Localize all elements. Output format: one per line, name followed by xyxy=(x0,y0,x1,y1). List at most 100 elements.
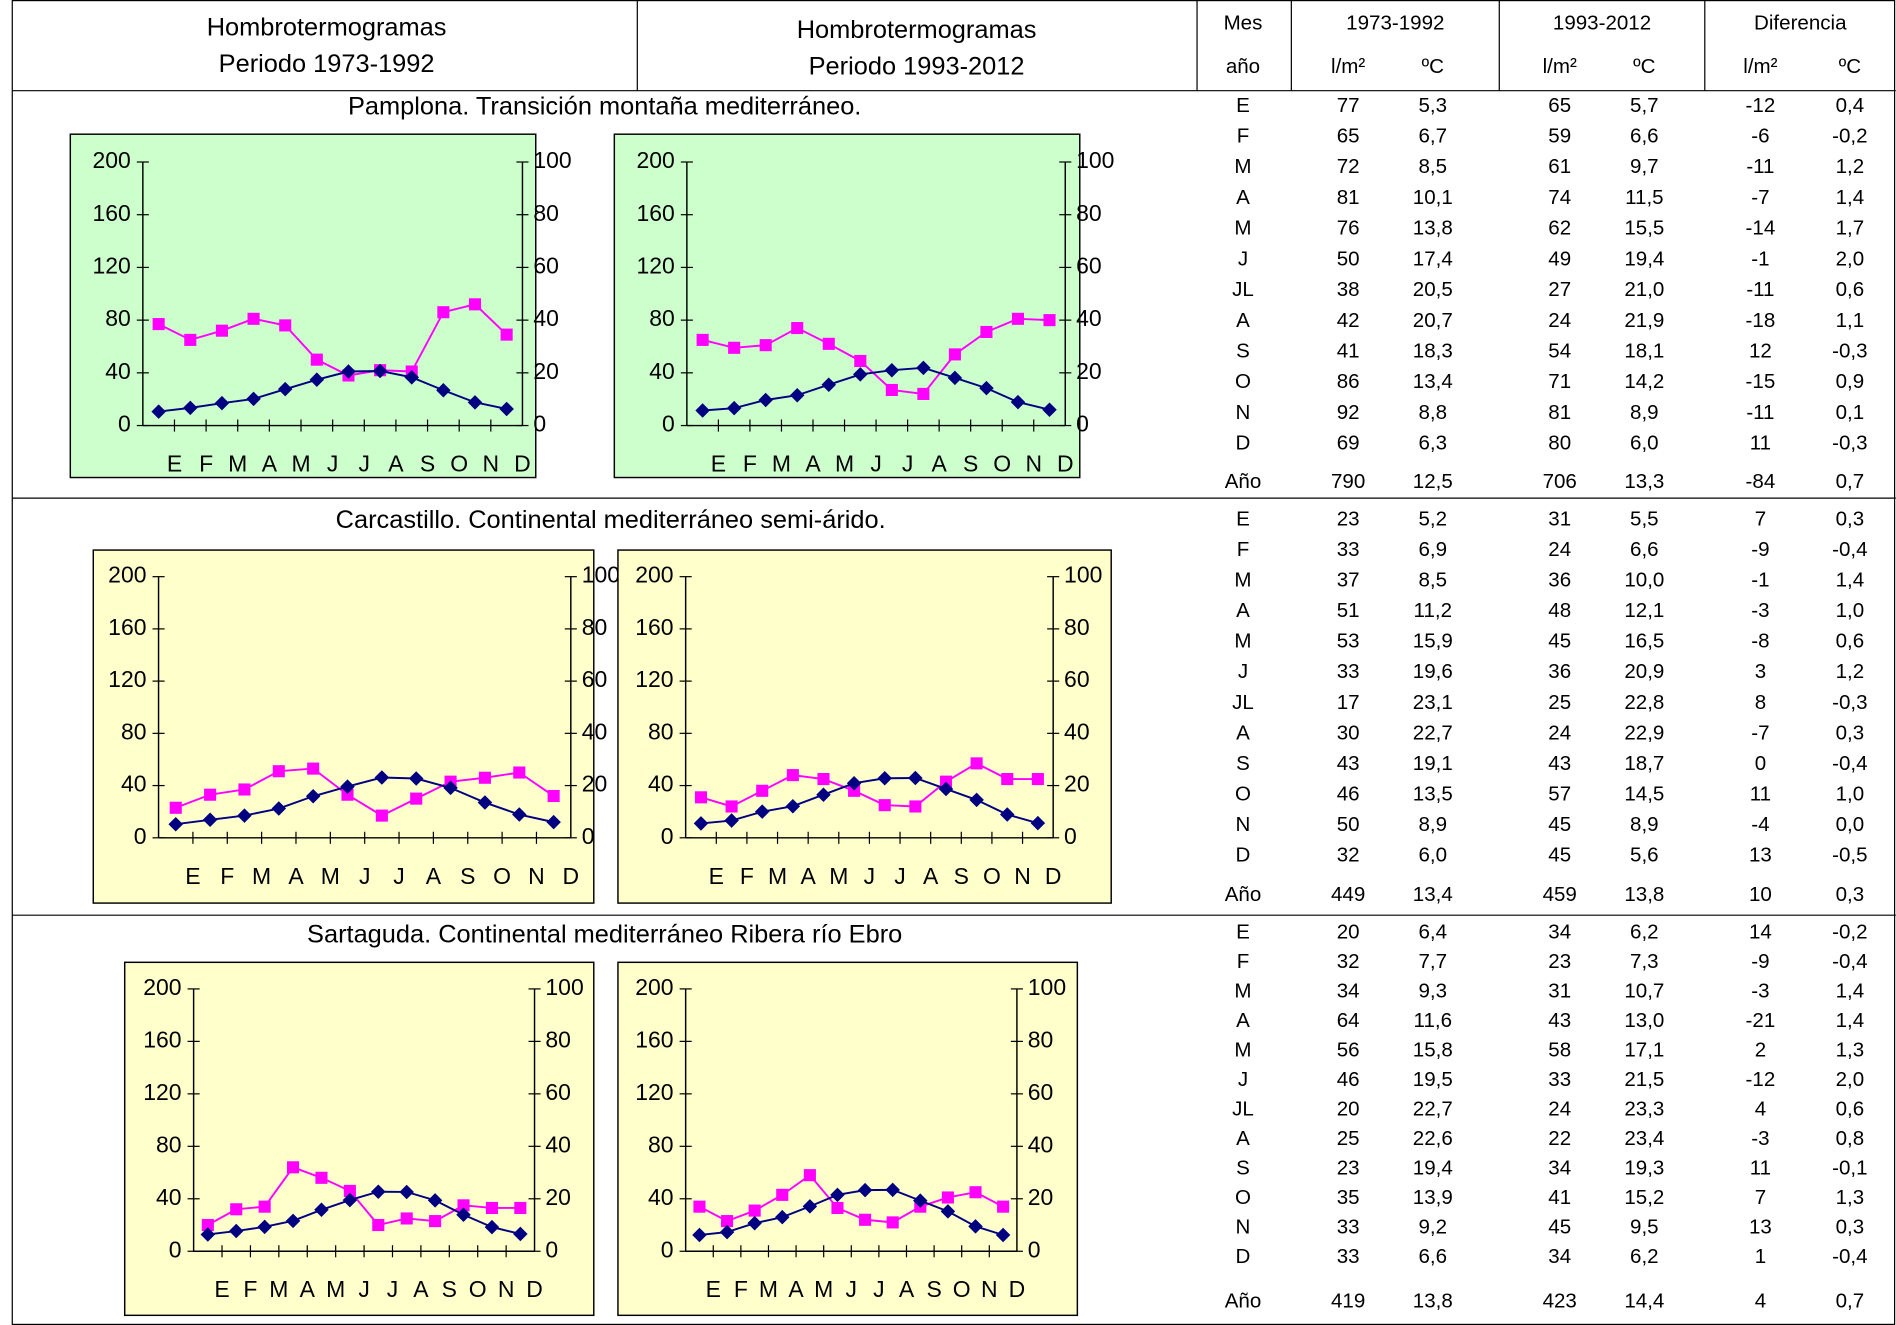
x-tick-label: J xyxy=(359,451,370,477)
point-marker xyxy=(817,772,830,786)
table-cell: -0,3 xyxy=(1832,339,1867,362)
table-cell: 65 xyxy=(1548,94,1571,117)
table-cell: -0,5 xyxy=(1832,844,1867,867)
y-tick-label: 40 xyxy=(649,358,675,384)
point-marker xyxy=(886,1216,899,1229)
point-marker xyxy=(477,795,493,810)
point-marker xyxy=(374,770,390,785)
point-marker xyxy=(279,319,292,332)
table-cell: 5,7 xyxy=(1630,94,1659,117)
point-marker xyxy=(803,1169,816,1182)
table-cell: -3 xyxy=(1751,1127,1769,1150)
point-marker xyxy=(315,1171,328,1184)
point-marker xyxy=(748,1204,761,1217)
table-cell: 36 xyxy=(1548,660,1571,683)
x-tick-label: S xyxy=(926,1276,941,1302)
table-cell: -0,4 xyxy=(1832,538,1867,561)
table-cell: 11,5 xyxy=(1625,186,1663,209)
point-marker xyxy=(152,318,165,331)
chart-area xyxy=(617,549,1112,904)
point-marker xyxy=(547,789,560,803)
table-cell: 45 xyxy=(1548,1216,1571,1239)
table-cell: 24 xyxy=(1548,538,1571,561)
x-tick-label: J xyxy=(359,863,370,889)
table-cell: 20,7 xyxy=(1413,309,1453,332)
table-cell: 46 xyxy=(1337,1068,1360,1091)
y2-tick-label: 80 xyxy=(1076,200,1102,226)
y-tick-label: 200 xyxy=(636,147,674,173)
y2-tick-label: 80 xyxy=(582,614,608,640)
table-cell: 71 xyxy=(1548,370,1571,393)
point-marker xyxy=(999,807,1015,822)
table-cell: 77 xyxy=(1337,94,1360,117)
point-marker xyxy=(375,809,388,822)
table-cell: 14,5 xyxy=(1624,783,1664,806)
table-cell: 64 xyxy=(1337,1009,1360,1032)
table-cell: 5,5 xyxy=(1630,507,1659,530)
month-label: S xyxy=(1236,339,1250,362)
table-cell: 45 xyxy=(1548,813,1571,836)
point-marker xyxy=(202,812,218,828)
table-cell: -0,4 xyxy=(1832,1245,1867,1268)
point-marker xyxy=(970,757,983,770)
x-tick-label: E xyxy=(706,1276,721,1302)
y-tick-label: 120 xyxy=(635,1079,673,1105)
point-marker xyxy=(726,400,742,416)
y-tick-label: 0 xyxy=(661,1236,674,1262)
table-cell: 50 xyxy=(1337,813,1360,836)
month-label: M xyxy=(1234,630,1251,653)
y-tick-label: 200 xyxy=(92,147,130,173)
y-tick-label: 0 xyxy=(662,411,675,437)
point-marker xyxy=(372,1218,385,1232)
y2-tick-label: 40 xyxy=(545,1131,571,1157)
table-cell: 23 xyxy=(1337,1157,1360,1180)
table-cell: 57 xyxy=(1548,783,1571,806)
point-marker xyxy=(184,333,197,346)
point-marker xyxy=(200,1227,216,1242)
table-cell: -0,1 xyxy=(1832,1157,1867,1180)
y2-tick-label: 0 xyxy=(1076,411,1089,437)
table-cell: 7 xyxy=(1755,1186,1766,1209)
point-marker xyxy=(204,788,217,801)
x-tick-label: O xyxy=(493,863,511,889)
month-label: Año xyxy=(1225,883,1262,906)
point-marker xyxy=(754,804,770,819)
month-label: M xyxy=(1234,155,1251,178)
month-label: F xyxy=(1237,950,1250,973)
y-tick-label: 0 xyxy=(118,411,131,437)
table-cell: 45 xyxy=(1548,630,1571,653)
point-marker xyxy=(725,800,738,813)
section-title: Carcastillo. Continental mediterráneo se… xyxy=(336,506,886,534)
point-marker xyxy=(201,1218,214,1232)
table-cell: 34 xyxy=(1337,980,1360,1003)
table-cell: 9,3 xyxy=(1418,980,1447,1003)
table-cell: 9,7 xyxy=(1630,155,1659,178)
table-cell: 61 xyxy=(1548,155,1571,178)
x-tick-label: D xyxy=(514,451,531,477)
x-tick-label: O xyxy=(953,1276,971,1302)
table-cell: 10,7 xyxy=(1624,980,1664,1003)
month-label: Año xyxy=(1225,1289,1262,1312)
table-cell: -3 xyxy=(1751,599,1769,622)
table-cell: -21 xyxy=(1746,1009,1776,1032)
x-tick-label: A xyxy=(801,863,817,889)
month-label: M xyxy=(1234,1039,1251,1062)
month-label: N xyxy=(1236,401,1251,424)
table-cell: 13,5 xyxy=(1413,783,1453,806)
point-marker xyxy=(456,1207,471,1223)
table-cell: 2,0 xyxy=(1836,247,1865,270)
point-marker xyxy=(997,1200,1010,1213)
point-marker xyxy=(791,321,804,335)
table-cell: 0,3 xyxy=(1836,507,1865,530)
x-tick-label: J xyxy=(846,1276,857,1302)
table-cell: 12 xyxy=(1749,339,1772,362)
point-marker xyxy=(485,1201,498,1215)
table-cell: 33 xyxy=(1337,538,1360,561)
point-marker xyxy=(884,362,900,378)
x-tick-label: S xyxy=(420,451,435,477)
y-tick-label: 160 xyxy=(108,614,146,640)
table-cell: 21,5 xyxy=(1624,1068,1664,1091)
month-label: S xyxy=(1236,752,1250,775)
